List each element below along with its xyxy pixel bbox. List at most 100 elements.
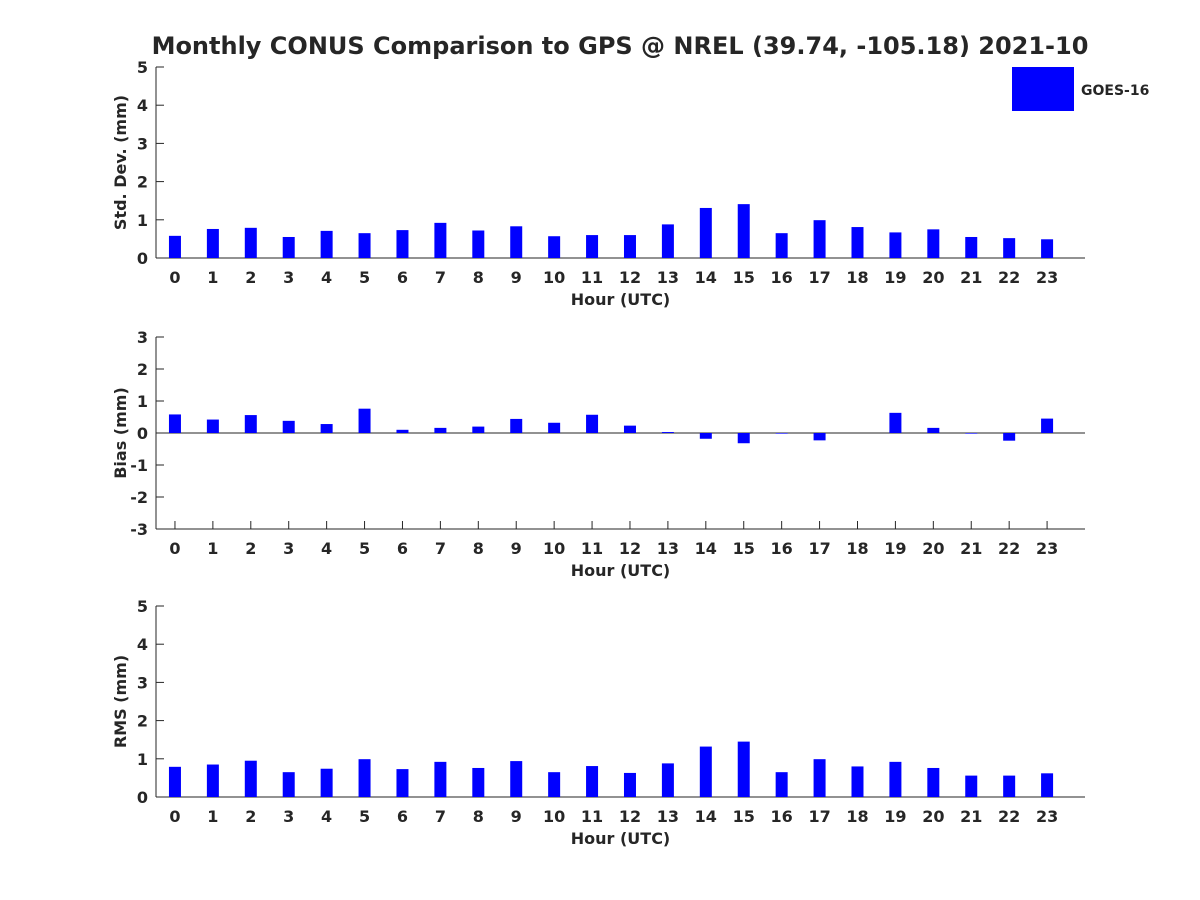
x-tick-label: 7 bbox=[435, 807, 446, 826]
y-tick-label: 0 bbox=[137, 249, 148, 268]
x-tick-label: 23 bbox=[1036, 268, 1058, 287]
y-tick-label: 4 bbox=[137, 96, 148, 115]
bar-hour-4 bbox=[320, 230, 333, 258]
bar-hour-7 bbox=[434, 222, 447, 258]
x-tick-label: 14 bbox=[695, 268, 717, 287]
chart-title: Monthly CONUS Comparison to GPS @ NREL (… bbox=[152, 32, 1089, 60]
y-tick-label: -1 bbox=[130, 456, 148, 475]
x-tick-label: 0 bbox=[169, 807, 180, 826]
x-tick-label: 22 bbox=[998, 268, 1020, 287]
x-tick-label: 4 bbox=[321, 807, 332, 826]
bar-hour-15 bbox=[737, 741, 750, 797]
x-tick-label: 18 bbox=[846, 539, 868, 558]
x-tick-label: 0 bbox=[169, 268, 180, 287]
x-tick-label: 18 bbox=[846, 268, 868, 287]
x-tick-label: 5 bbox=[359, 539, 370, 558]
bar-hour-16 bbox=[775, 433, 788, 434]
x-tick-label: 13 bbox=[657, 268, 679, 287]
bar-hour-16 bbox=[775, 233, 788, 258]
y-tick-label: 4 bbox=[137, 635, 148, 654]
y-tick-label: 0 bbox=[137, 424, 148, 443]
x-tick-label: 6 bbox=[397, 539, 408, 558]
bar-hour-22 bbox=[1003, 775, 1016, 797]
bar-hour-20 bbox=[927, 229, 940, 258]
x-tick-label: 10 bbox=[543, 268, 565, 287]
bar-hour-10 bbox=[548, 236, 561, 258]
x-tick-label: 11 bbox=[581, 807, 603, 826]
bar-hour-15 bbox=[737, 433, 750, 444]
bar-hour-8 bbox=[472, 230, 485, 258]
bar-hour-14 bbox=[699, 746, 712, 797]
bar-hour-16 bbox=[775, 772, 788, 797]
x-tick-label: 14 bbox=[695, 539, 717, 558]
bar-hour-17 bbox=[813, 220, 826, 258]
y-tick-label: 2 bbox=[137, 360, 148, 379]
bar-hour-21 bbox=[965, 236, 978, 258]
x-tick-label: 20 bbox=[922, 807, 944, 826]
bar-hour-12 bbox=[623, 772, 636, 797]
x-tick-label: 1 bbox=[207, 539, 218, 558]
y-axis-label: Std. Dev. (mm) bbox=[111, 95, 130, 230]
bar-hour-5 bbox=[358, 759, 371, 797]
x-tick-label: 8 bbox=[473, 807, 484, 826]
y-axis-label: RMS (mm) bbox=[111, 655, 130, 748]
x-tick-label: 3 bbox=[283, 539, 294, 558]
bar-hour-6 bbox=[396, 230, 409, 258]
bar-hour-4 bbox=[320, 768, 333, 797]
bar-hour-2 bbox=[244, 415, 257, 433]
bar-hour-11 bbox=[586, 766, 599, 797]
bar-hour-0 bbox=[168, 766, 181, 797]
bar-hour-23 bbox=[1041, 773, 1054, 797]
x-tick-label: 19 bbox=[884, 268, 906, 287]
bar-hour-14 bbox=[699, 207, 712, 258]
y-tick-label: -2 bbox=[130, 488, 148, 507]
legend-label: GOES-16 bbox=[1081, 83, 1149, 99]
bar-hour-0 bbox=[168, 235, 181, 258]
x-axis-label: Hour (UTC) bbox=[571, 829, 671, 848]
bar-hour-1 bbox=[206, 419, 219, 433]
bar-hour-22 bbox=[1003, 238, 1016, 258]
x-tick-label: 6 bbox=[397, 807, 408, 826]
bar-hour-17 bbox=[813, 759, 826, 797]
bar-hour-22 bbox=[1003, 433, 1016, 441]
bar-hour-15 bbox=[737, 204, 750, 258]
legend: GOES-16 bbox=[1012, 67, 1149, 111]
x-tick-label: 4 bbox=[321, 539, 332, 558]
y-tick-label: 3 bbox=[137, 673, 148, 692]
x-tick-label: 15 bbox=[733, 539, 755, 558]
bar-hour-21 bbox=[965, 433, 978, 434]
x-tick-label: 13 bbox=[657, 807, 679, 826]
bar-hour-14 bbox=[699, 433, 712, 439]
bar-hour-6 bbox=[396, 429, 409, 433]
bar-hour-0 bbox=[168, 414, 181, 433]
x-tick-label: 23 bbox=[1036, 807, 1058, 826]
bar-hour-9 bbox=[510, 761, 523, 797]
bar-hour-18 bbox=[851, 766, 864, 797]
x-tick-label: 16 bbox=[771, 539, 793, 558]
x-tick-label: 11 bbox=[581, 539, 603, 558]
bar-hour-20 bbox=[927, 767, 940, 797]
x-tick-label: 2 bbox=[245, 807, 256, 826]
x-tick-label: 17 bbox=[808, 539, 830, 558]
x-tick-label: 22 bbox=[998, 539, 1020, 558]
x-tick-label: 18 bbox=[846, 807, 868, 826]
x-tick-label: 16 bbox=[771, 268, 793, 287]
x-tick-label: 15 bbox=[733, 268, 755, 287]
bar-hour-8 bbox=[472, 426, 485, 433]
bar-hour-19 bbox=[889, 761, 902, 797]
x-tick-label: 14 bbox=[695, 807, 717, 826]
x-tick-label: 21 bbox=[960, 268, 982, 287]
bar-hour-1 bbox=[206, 764, 219, 797]
y-tick-label: 1 bbox=[137, 392, 148, 411]
y-tick-label: 5 bbox=[137, 58, 148, 77]
bar-hour-13 bbox=[661, 224, 674, 258]
bar-hour-11 bbox=[586, 414, 599, 433]
bar-hour-3 bbox=[282, 420, 295, 433]
y-axis-label: Bias (mm) bbox=[111, 387, 130, 479]
x-tick-label: 0 bbox=[169, 539, 180, 558]
x-axis-label: Hour (UTC) bbox=[571, 561, 671, 580]
